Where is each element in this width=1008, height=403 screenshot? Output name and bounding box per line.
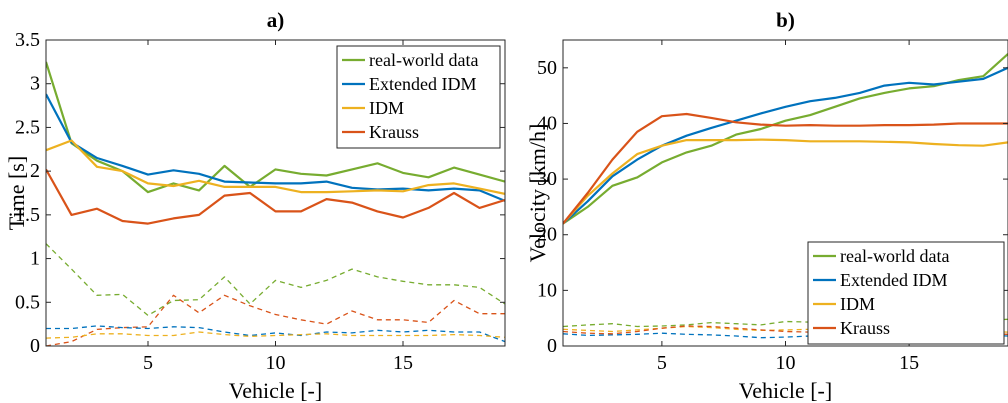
y-tick-label: 1 (30, 248, 40, 270)
x-tick-label: 5 (657, 352, 667, 374)
legend-entry-label: IDM (369, 98, 404, 118)
chart-title: a) (267, 8, 285, 32)
chart-panel-b: 0 10 20 30 40 50 5 10 15 b) Vehicle [-] Velocity [k… (525, 8, 1008, 403)
series-line-real-world-data (563, 53, 1008, 225)
y-tick-label: 2.5 (15, 116, 40, 138)
series-line-krauss (46, 168, 505, 225)
y-tick-label: 20 (537, 224, 557, 246)
y-tick-label: 40 (537, 112, 557, 134)
dashed-series-line-6 (46, 325, 505, 343)
x-tick-label: 10 (776, 352, 796, 374)
dashed-series-line-4 (46, 243, 505, 317)
series-line-krauss (563, 112, 1008, 225)
legend-entry-label: Extended IDM (840, 270, 947, 290)
dashed-series-line-7 (46, 331, 505, 339)
legend-box (807, 241, 1005, 345)
y-tick-label: 1.5 (15, 204, 40, 226)
legend: real-world data Extended IDM IDM Krauss (807, 241, 1005, 345)
x-axis-label: Vehicle [-] (739, 378, 832, 403)
chart-panel-a: 0 0.5 1 1.5 2 2.5 3 3.5 5 10 15 a) Vehicle [-] Time [… (4, 8, 506, 403)
plot-area (46, 61, 505, 346)
y-tick-label: 30 (537, 168, 557, 190)
series-line-extended-idm (46, 93, 505, 202)
legend-entry-label: real-world data (369, 50, 478, 70)
series-line-extended-idm (563, 66, 1008, 225)
legend-entry-label: Krauss (840, 318, 890, 338)
y-axis-label: Velocity [km/h] (525, 124, 550, 263)
x-tick-label: 10 (266, 352, 286, 374)
y-tick-label: 0.5 (15, 291, 40, 313)
chart-title: b) (776, 8, 795, 32)
x-tick-label: 15 (899, 352, 919, 374)
y-tick-label: 50 (537, 57, 557, 79)
y-tick-label: 10 (537, 279, 557, 301)
x-axis-label: Vehicle [-] (229, 378, 322, 403)
legend-entry-label: Krauss (369, 122, 419, 142)
y-tick-label: 2 (30, 160, 40, 182)
series-line-idm (563, 138, 1008, 225)
dashed-series-line-5 (46, 294, 505, 346)
legend-entry-label: Extended IDM (369, 74, 476, 94)
y-tick-label: 0 (547, 335, 557, 357)
legend-entry-label: IDM (840, 294, 875, 314)
y-tick-label: 3 (30, 73, 40, 95)
series-line-idm (46, 139, 505, 195)
x-tick-label: 5 (143, 352, 153, 374)
legend: real-world data Extended IDM IDM Krauss (336, 45, 501, 149)
legend-entry-label: real-world data (840, 246, 949, 266)
y-tick-label: 0 (30, 335, 40, 357)
y-tick-label: 3.5 (15, 29, 40, 51)
x-tick-label: 15 (393, 352, 413, 374)
y-axis-label: Time [s] (4, 156, 29, 230)
